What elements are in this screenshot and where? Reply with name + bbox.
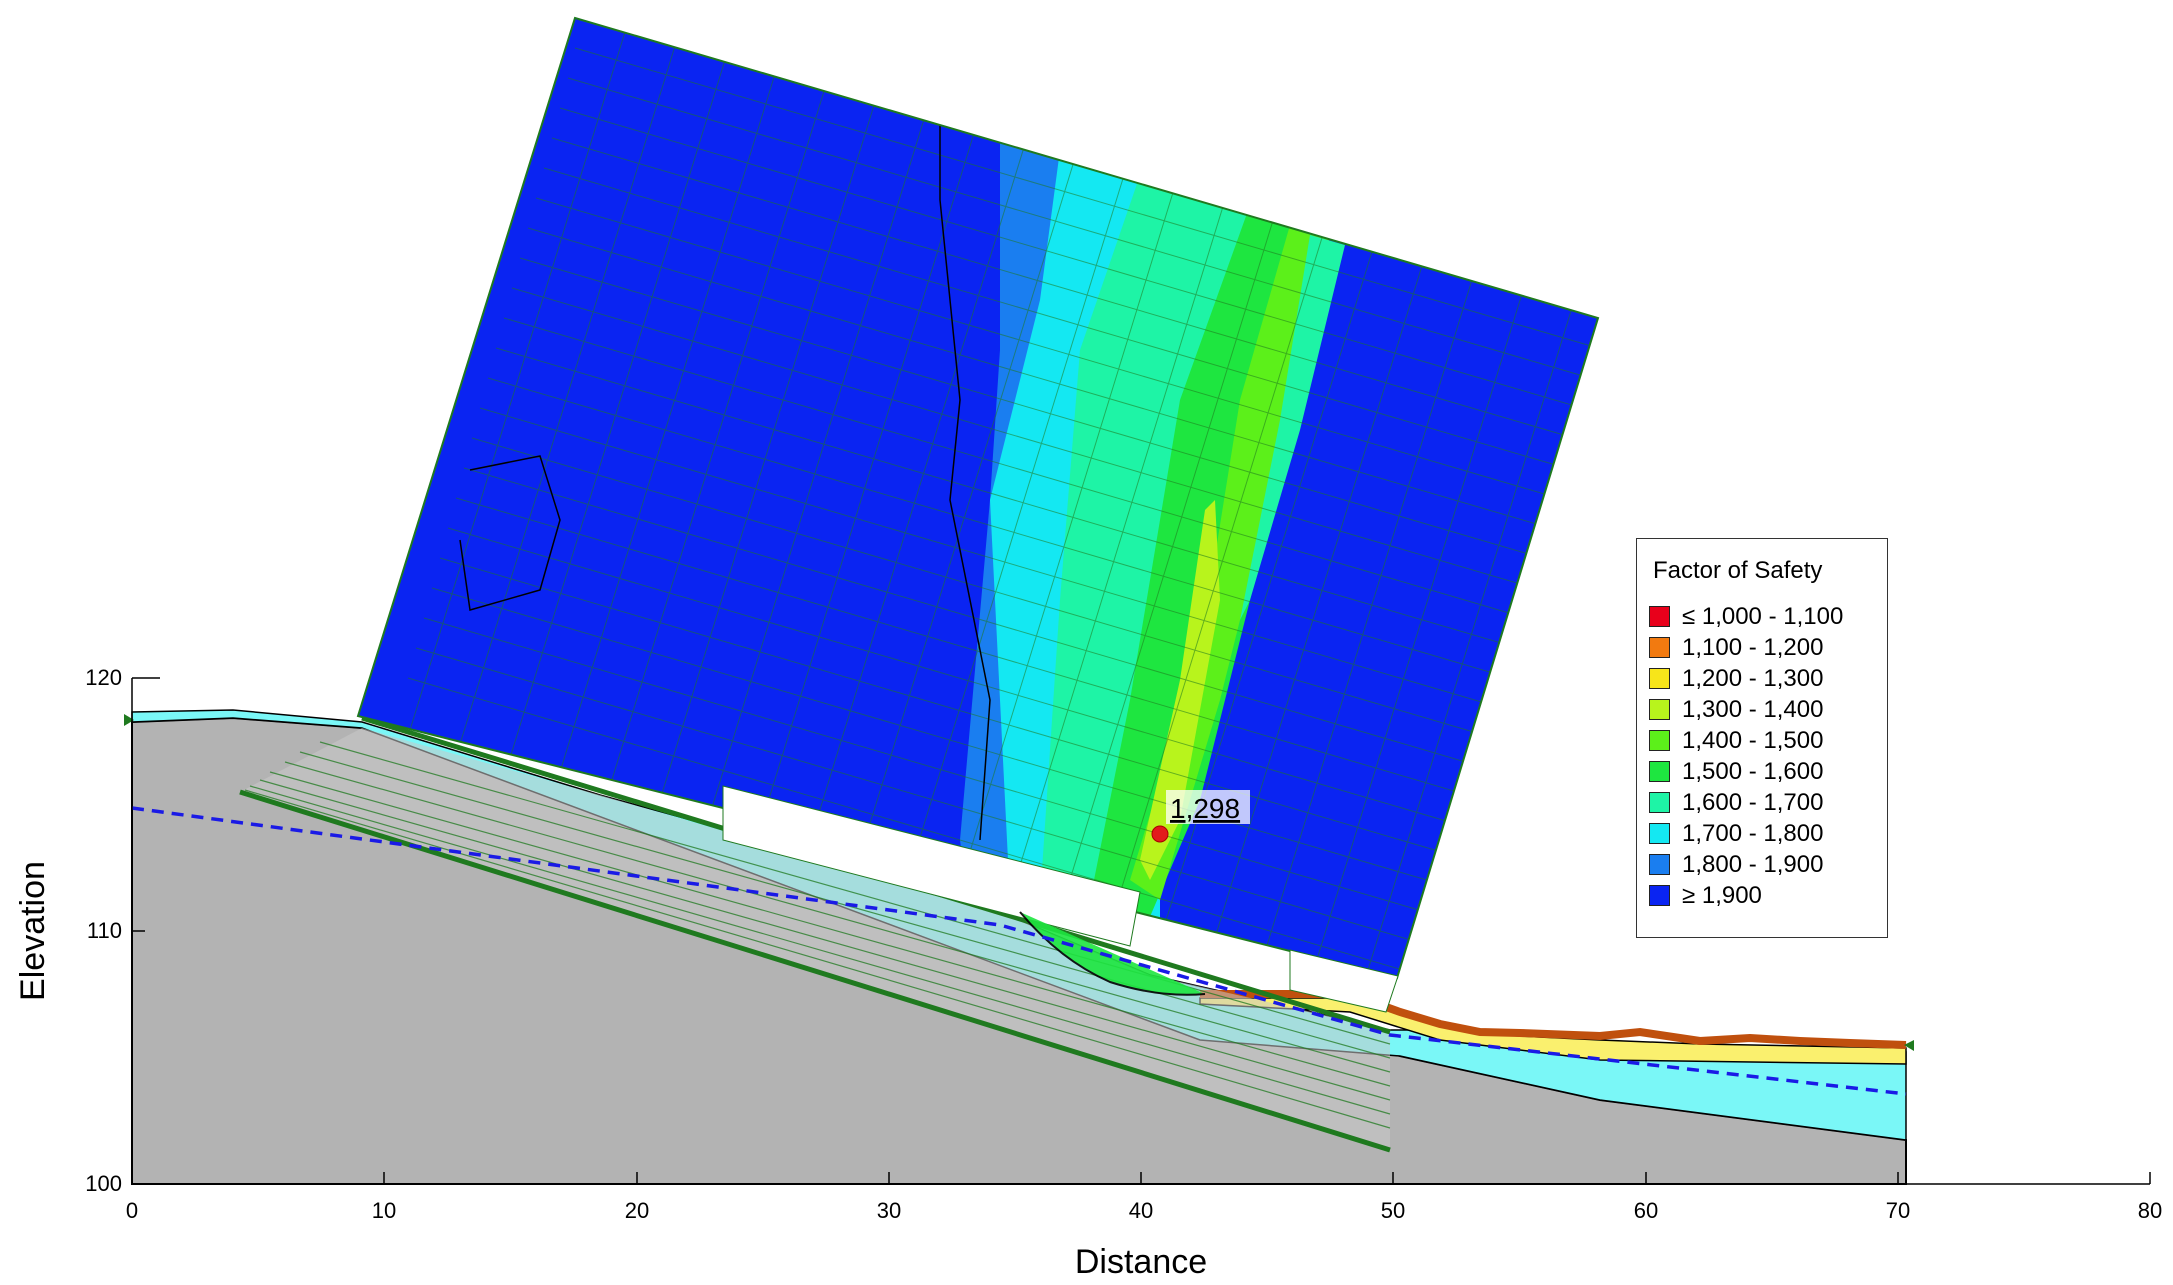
x-tick-60: 60 — [1634, 1198, 1658, 1223]
legend-swatch — [1649, 823, 1670, 844]
legend-swatch — [1649, 885, 1670, 906]
legend-item: 1,800 - 1,900 — [1649, 849, 1843, 880]
x-tick-50: 50 — [1381, 1198, 1405, 1223]
legend-item: 1,300 - 1,400 — [1649, 694, 1843, 725]
legend-swatch — [1649, 761, 1670, 782]
contour-1300-1400 — [1140, 500, 1220, 880]
legend-swatch — [1649, 668, 1670, 689]
contour-line-small — [459, 455, 561, 611]
reinforcement-bottom — [239, 789, 1391, 1153]
legend-item: 1,500 - 1,600 — [1649, 756, 1843, 787]
legend-label: 1,800 - 1,900 — [1682, 850, 1824, 878]
legend-title: Factor of Safety — [1653, 557, 1823, 584]
critical-point-label: 1,298 — [1170, 793, 1240, 824]
legend-label: ≥ 1,900 — [1682, 881, 1762, 909]
reinforced-zone — [240, 728, 1390, 1150]
x-tick-40: 40 — [1129, 1198, 1153, 1223]
legend-item: 1,200 - 1,300 — [1649, 663, 1843, 694]
fill-layer-orange — [1200, 990, 1907, 1049]
x-tick-80: 80 — [2138, 1198, 2162, 1223]
y-tick-120: 120 — [85, 665, 122, 690]
contour-line-1900 — [939, 125, 991, 841]
legend-swatch — [1649, 699, 1670, 720]
y-tick-110: 110 — [87, 918, 122, 943]
legend-item: 1,700 - 1,800 — [1649, 818, 1843, 849]
water-table — [131, 806, 1907, 1096]
legend-item: 1,100 - 1,200 — [1649, 632, 1843, 663]
legend-item: ≥ 1,900 — [1649, 880, 1843, 911]
y-axis-title: Elevation — [14, 861, 52, 1001]
legend-item: ≤ 1,000 - 1,100 — [1649, 601, 1843, 632]
x-axis-title: Distance — [1075, 1243, 1207, 1281]
legend-label: 1,700 - 1,800 — [1682, 819, 1824, 847]
x-tick-30: 30 — [877, 1198, 901, 1223]
footing-right — [1289, 949, 1399, 1013]
fos-contour-block — [358, 18, 1598, 978]
x-tick-70: 70 — [1886, 1198, 1910, 1223]
legend-label: 1,400 - 1,500 — [1682, 726, 1824, 754]
legend-item: 1,600 - 1,700 — [1649, 787, 1843, 818]
legend-list: ≤ 1,000 - 1,100 1,100 - 1,200 1,200 - 1,30… — [1649, 601, 1843, 911]
x-ticks — [131, 1172, 2151, 1184]
legend-label: 1,600 - 1,700 — [1682, 788, 1824, 816]
critical-point-label-bg — [1166, 790, 1250, 824]
legend-swatch — [1649, 606, 1670, 627]
y-ticks — [132, 677, 160, 932]
legend-swatch — [1649, 730, 1670, 751]
legend: Factor of Safety ≤ 1,000 - 1,100 1,100 - … — [1636, 538, 1888, 938]
legend-swatch — [1649, 637, 1670, 658]
x-tick-10: 10 — [372, 1198, 396, 1223]
reinforcement-layers — [244, 741, 1391, 1129]
legend-swatch — [1649, 792, 1670, 813]
legend-label: ≤ 1,000 - 1,100 — [1682, 602, 1844, 630]
legend-label: 1,100 - 1,200 — [1682, 633, 1824, 661]
left-boundary-marker — [124, 714, 134, 726]
legend-label: 1,300 - 1,400 — [1682, 695, 1824, 723]
x-tick-0: 0 — [126, 1198, 138, 1223]
y-tick-100: 100 — [85, 1171, 122, 1196]
legend-item: 1,400 - 1,500 — [1649, 725, 1843, 756]
right-boundary-marker — [1904, 1040, 1914, 1051]
legend-label: 1,200 - 1,300 — [1682, 664, 1824, 692]
footing-left — [722, 785, 1141, 947]
legend-swatch — [1649, 854, 1670, 875]
contour-1300-1400-right — [1240, 235, 1345, 620]
critical-point-marker — [1151, 825, 1169, 843]
legend-label: 1,500 - 1,600 — [1682, 757, 1824, 785]
x-tick-20: 20 — [625, 1198, 649, 1223]
